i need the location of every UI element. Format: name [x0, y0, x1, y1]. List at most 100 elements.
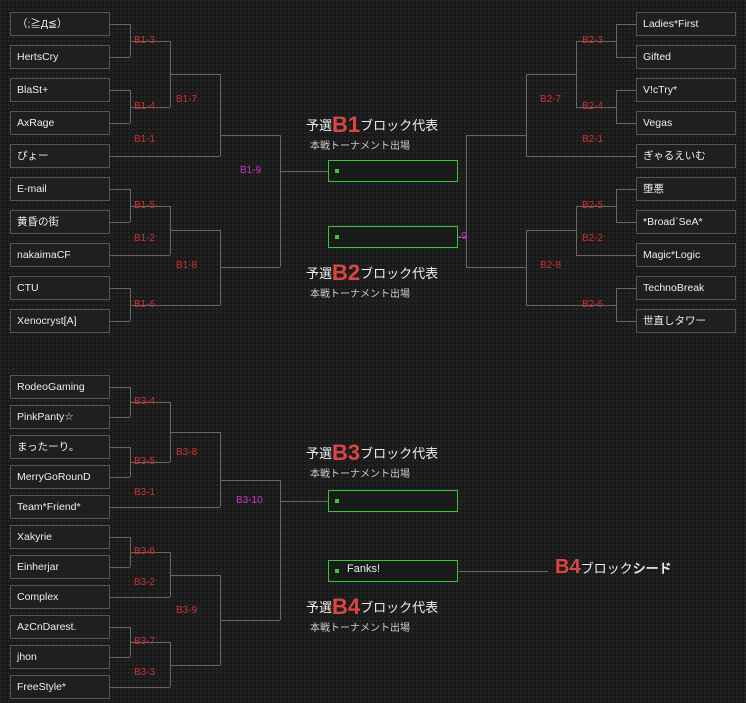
match-label: B3-8 — [176, 447, 197, 458]
bracket-line — [526, 74, 576, 75]
b4-seed-team: Fanks! — [347, 563, 380, 575]
b2-team-7: Magic*Logic — [636, 243, 736, 267]
bracket-line — [110, 417, 130, 418]
b1-team-5: E-mail — [10, 177, 110, 201]
bracket-line — [170, 432, 220, 433]
bracket-line — [110, 687, 170, 688]
bracket-line — [110, 123, 130, 124]
bracket-line — [110, 90, 130, 91]
bracket-line — [616, 222, 636, 223]
b1-team-8: CTU — [10, 276, 110, 300]
match-label: B2-7 — [540, 94, 561, 105]
bracket-line — [616, 288, 636, 289]
bracket-line — [526, 156, 576, 157]
match-label: B2-1 — [582, 134, 603, 145]
bracket-line — [576, 156, 636, 157]
match-label: B2-2 — [582, 233, 603, 244]
b1-team-7: nakaimaCF — [10, 243, 110, 267]
bracket-line — [170, 305, 220, 306]
match-label: B3-5 — [134, 456, 155, 467]
bracket-line — [616, 288, 617, 321]
b2-team-6: *Broad`SeA* — [636, 210, 736, 234]
b3-team-1: PinkPanty☆ — [10, 405, 110, 429]
b3-team-7: Complex — [10, 585, 110, 609]
b2-team-2: V!cTry* — [636, 78, 736, 102]
bracket-line — [576, 41, 577, 107]
match-label: B1-4 — [134, 101, 155, 112]
bracket-line — [110, 288, 130, 289]
bracket-line — [616, 24, 636, 25]
bracket-line — [110, 627, 130, 628]
bracket-line — [110, 57, 130, 58]
match-label: B1-8 — [176, 260, 197, 271]
b3-winner-slot — [328, 490, 458, 512]
bracket-line — [576, 206, 577, 256]
bracket-line — [220, 480, 280, 481]
block-b2-sub: 本戦トーナメント出場 — [310, 285, 410, 300]
block-b2-title: 予選B2ブロック代表 — [306, 260, 438, 286]
bracket-line — [280, 135, 281, 268]
b3-team-6: Einherjar — [10, 555, 110, 579]
b4-seed-label: B4ブロックシード — [555, 556, 672, 579]
b2-team-9: 世直しタワー — [636, 309, 736, 333]
bracket-line — [170, 665, 220, 666]
match-label: B3-1 — [134, 487, 155, 498]
b2-team-3: Vegas — [636, 111, 736, 135]
bracket-line — [170, 575, 220, 576]
block-b1-sub: 本戦トーナメント出場 — [310, 137, 410, 152]
bracket-line — [170, 507, 220, 508]
b2-team-4: ぎゃるえいむ — [636, 144, 736, 168]
match-label: B1-6 — [134, 299, 155, 310]
bracket-line — [170, 156, 220, 157]
match-label: B2-8 — [540, 260, 561, 271]
bracket-line — [110, 189, 130, 190]
match-label: B3-2 — [134, 577, 155, 588]
block-b3-sub: 本戦トーナメント出場 — [310, 465, 410, 480]
match-label: B1-3 — [134, 35, 155, 46]
bracket-line — [466, 267, 526, 268]
match-label: B1-5 — [134, 200, 155, 211]
bracket-line — [616, 57, 636, 58]
bracket-line — [616, 189, 636, 190]
b3-team-0: RodeoGaming — [10, 375, 110, 399]
bracket-line — [110, 567, 130, 568]
match-label: B3-4 — [134, 396, 155, 407]
bracket-line — [110, 537, 130, 538]
match-label: B1-2 — [134, 233, 155, 244]
bracket-line — [130, 255, 170, 256]
b2-team-8: TechnoBreak — [636, 276, 736, 300]
bracket-line — [616, 189, 617, 222]
bracket-line — [466, 135, 467, 268]
bracket-line — [616, 321, 636, 322]
b1-team-1: HertsCry — [10, 45, 110, 69]
bracket-line — [110, 24, 130, 25]
bracket-line — [616, 123, 636, 124]
bracket-line — [170, 74, 220, 75]
b1-team-2: BlaSt+ — [10, 78, 110, 102]
bracket-line — [220, 267, 280, 268]
bracket-line — [110, 321, 130, 322]
b2-team-5: 堕悪 — [636, 177, 736, 201]
match-label: B3-6 — [134, 546, 155, 557]
bracket-line — [110, 156, 170, 157]
bracket-line — [280, 171, 328, 172]
block-b1-title: 予選B1ブロック代表 — [306, 112, 438, 138]
bracket-line — [110, 447, 130, 448]
bracket-line — [458, 571, 548, 572]
b1-team-9: Xenocryst[A] — [10, 309, 110, 333]
b3-team-3: MerryGoRounD — [10, 465, 110, 489]
bracket-line — [170, 230, 220, 231]
match-label: B1-9 — [240, 165, 261, 176]
block-b4-sub: 本戦トーナメント出場 — [310, 619, 410, 634]
b3-team-9: jhon — [10, 645, 110, 669]
bracket-line — [110, 597, 170, 598]
b3-team-5: Xakyrie — [10, 525, 110, 549]
match-label: B2-5 — [582, 200, 603, 211]
b1-team-4: ぴょー — [10, 144, 110, 168]
bracket-line — [110, 222, 130, 223]
bracket-line — [110, 657, 130, 658]
b2-team-0: Ladies*First — [636, 12, 736, 36]
b1-team-0: （;≧Д≦） — [10, 12, 110, 36]
bracket-line — [526, 74, 527, 157]
bracket-line — [220, 432, 221, 507]
